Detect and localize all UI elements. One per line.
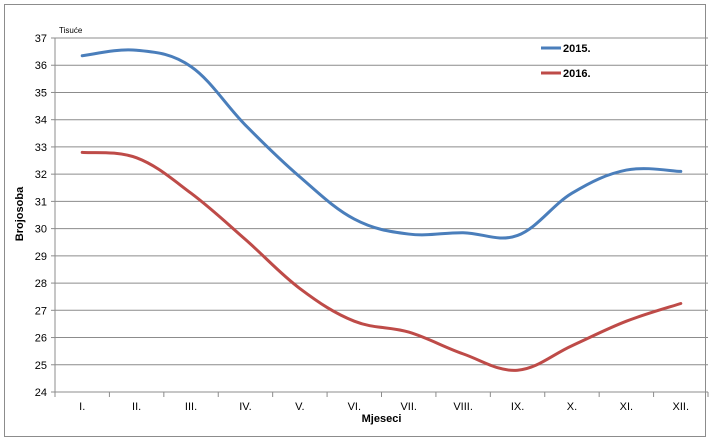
x-tick-label: VI. [348,401,361,413]
y-tick-label: 24 [35,387,47,399]
y-tick-label: 26 [35,333,47,345]
y-axis-title: Brojosoba [14,186,26,241]
y-tick-label: 32 [35,169,47,181]
series-lines [80,48,683,372]
x-tick-label: IX. [511,401,524,413]
y-tick-label: 25 [35,360,47,372]
x-tick-label: VII. [400,401,417,413]
y-tick-label: 27 [35,305,47,317]
series-line-2015 [80,48,683,240]
x-tick-label: XII. [673,401,690,413]
units-label: Tisuće [59,26,83,35]
gridlines [55,37,708,366]
legend-label: 2016. [563,68,591,80]
x-tick-label: III. [185,401,197,413]
x-tick-label: XI. [620,401,633,413]
y-tick-label: 35 [35,87,47,99]
x-tick-label: II. [132,401,141,413]
x-tick-label: IV. [239,401,251,413]
legend: 2015. 2016. [541,43,591,80]
axes [54,38,708,393]
y-tick-label: 34 [35,115,47,127]
y-tick-label: 30 [35,224,47,236]
x-tick-label: VIII. [453,401,473,413]
y-tick-label: 28 [35,278,47,290]
x-axis-title: Mjeseci [362,413,402,425]
y-tick-label: 36 [35,60,47,72]
legend-label: 2015. [563,43,591,55]
y-tick-label: 33 [35,142,47,154]
x-tick-label: V. [295,401,304,413]
y-tick-label: 29 [35,251,47,263]
y-tick-label: 37 [35,33,47,45]
x-tick-label: I. [79,401,85,413]
y-axis-ticks: 24 25 26 27 28 29 30 31 32 33 34 35 36 37 [35,33,55,399]
series-line-2016 [80,150,683,372]
x-tick-label: X. [567,401,577,413]
x-axis-ticks: I. II. III. IV. V. VI. VII. VIII. IX. X. XI. XII. [54,392,709,413]
y-tick-label: 31 [35,196,47,208]
